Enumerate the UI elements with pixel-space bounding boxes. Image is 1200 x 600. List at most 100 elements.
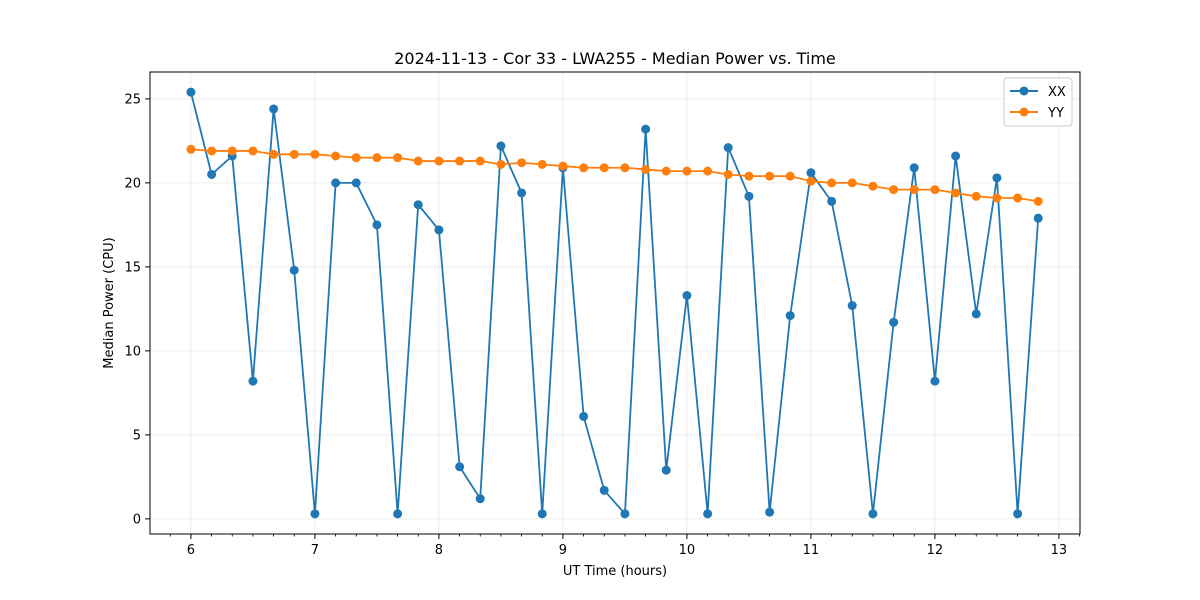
series-xx-point <box>682 290 692 300</box>
x-tick-label: 10 <box>679 543 696 558</box>
series-xx-point <box>847 301 857 311</box>
series-yy-point <box>868 181 878 191</box>
series-xx-line <box>190 91 1040 515</box>
series-xx-point <box>827 196 837 206</box>
series-yy-point <box>827 178 837 188</box>
series-yy-point <box>992 193 1002 203</box>
series-yy-point <box>682 166 692 176</box>
series-yy-point <box>372 153 382 163</box>
series-xx-point <box>992 173 1002 183</box>
series-xx-point <box>889 317 899 327</box>
legend-yy-label: YY <box>1047 106 1064 121</box>
series-yy-point <box>351 153 361 163</box>
series-yy-point <box>517 158 527 168</box>
series-yy-point <box>661 166 671 176</box>
y-tick-label: 0 <box>133 512 141 527</box>
series-xx-point <box>393 509 403 519</box>
series-yy-point <box>785 171 795 181</box>
series-xx-point <box>579 411 589 421</box>
series-yy-point <box>455 156 465 166</box>
series-yy-point <box>1033 196 1043 206</box>
series-yy-point <box>475 156 485 166</box>
y-tick-label: 15 <box>124 260 141 275</box>
series-xx-point <box>723 143 733 153</box>
series-yy-point <box>909 185 919 195</box>
series-xx-point <box>475 494 485 504</box>
series-xx-point <box>331 178 341 188</box>
y-tick-label: 5 <box>133 428 141 443</box>
series-xx-point <box>930 376 940 386</box>
series-yy-point <box>765 171 775 181</box>
series-yy-point <box>620 163 630 173</box>
y-axis-label: Median Power (CPU) <box>102 237 117 368</box>
y-tick-label: 20 <box>124 176 141 191</box>
x-tick-label: 11 <box>803 543 820 558</box>
chart-title: 2024-11-13 - Cor 33 - LWA255 - Median Po… <box>394 49 836 68</box>
series-xx-point <box>785 311 795 321</box>
x-tick-label: 12 <box>927 543 944 558</box>
series-yy-point <box>599 163 609 173</box>
series-xx-point <box>289 265 299 275</box>
series-xx-point <box>971 309 981 319</box>
series-yy-point <box>269 149 279 159</box>
series-xx-point <box>1033 213 1043 223</box>
series-xx-point <box>517 188 527 198</box>
grid <box>150 72 1080 534</box>
series-xx-point <box>703 509 713 519</box>
y-axis-ticks: 0 5 10 15 20 25 <box>124 92 150 527</box>
x-tick-label: 13 <box>1051 543 1068 558</box>
series-xx-point <box>641 124 651 134</box>
series-layer <box>186 87 1043 519</box>
series-xx-point <box>744 191 754 201</box>
series-xx-point <box>620 509 630 519</box>
series-xx-point <box>1013 509 1023 519</box>
legend-xx-marker <box>1019 86 1029 96</box>
series-yy-point <box>558 161 568 171</box>
y-tick-label: 25 <box>124 92 141 107</box>
series-yy-point <box>537 159 547 169</box>
series-yy-point <box>641 164 651 174</box>
series-xx-point <box>496 141 506 151</box>
series-xx-point <box>661 465 671 475</box>
series-yy-point <box>723 169 733 179</box>
series-xx-point <box>909 163 919 173</box>
series-yy-point <box>930 185 940 195</box>
series-yy-point <box>248 146 258 156</box>
plot-frame <box>149 71 1081 535</box>
x-tick-label: 8 <box>435 543 443 558</box>
legend-yy-marker <box>1019 107 1029 117</box>
series-yy-point <box>847 178 857 188</box>
legend-xx-label: XX <box>1048 85 1066 100</box>
series-xx-point <box>207 169 217 179</box>
y-tick-label: 10 <box>124 344 141 359</box>
series-yy-point <box>207 146 217 156</box>
x-tick-label: 7 <box>311 543 319 558</box>
series-yy-point <box>496 159 506 169</box>
series-xx-point <box>537 509 547 519</box>
series-xx-point <box>599 485 609 495</box>
series-yy-point <box>1013 193 1023 203</box>
series-xx-point <box>455 462 465 472</box>
series-yy-point <box>186 144 196 154</box>
series-yy-point <box>434 156 444 166</box>
series-xx-point <box>806 168 816 178</box>
series-xx-point <box>248 376 258 386</box>
series-xx-point <box>351 178 361 188</box>
x-axis-ticks: 6 7 8 9 10 11 12 13 <box>169 534 1080 558</box>
series-yy-point <box>227 146 237 156</box>
series-yy-point <box>971 191 981 201</box>
series-xx-point <box>310 509 320 519</box>
series-xx-point <box>413 200 423 210</box>
series-xx-point <box>434 225 444 235</box>
series-yy-point <box>393 153 403 163</box>
series-xx-point <box>186 87 196 97</box>
series-xx-point <box>951 151 961 161</box>
legend: XX YY <box>1003 77 1073 127</box>
series-xx-point <box>868 509 878 519</box>
series-xx-point <box>372 220 382 230</box>
series-yy-point <box>579 163 589 173</box>
x-tick-label: 6 <box>187 543 195 558</box>
series-yy-point <box>744 171 754 181</box>
x-axis-label: UT Time (hours) <box>563 564 667 579</box>
